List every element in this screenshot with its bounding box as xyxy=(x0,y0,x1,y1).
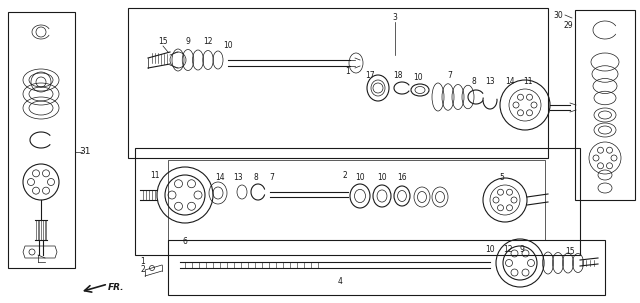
Text: 13: 13 xyxy=(233,174,243,182)
Text: 9: 9 xyxy=(186,38,191,46)
Text: 18: 18 xyxy=(393,72,403,81)
Text: 3: 3 xyxy=(392,14,397,22)
Text: 30: 30 xyxy=(553,11,563,19)
Text: 2: 2 xyxy=(342,171,348,179)
Text: 11: 11 xyxy=(150,171,160,179)
Text: 12: 12 xyxy=(204,38,212,46)
Text: 14: 14 xyxy=(215,174,225,182)
Text: 10: 10 xyxy=(355,174,365,182)
Text: 11: 11 xyxy=(524,78,532,86)
Text: 13: 13 xyxy=(485,78,495,86)
Text: 7: 7 xyxy=(447,72,452,81)
Text: 1: 1 xyxy=(346,68,350,76)
Text: 5: 5 xyxy=(500,174,504,182)
Text: 15: 15 xyxy=(158,38,168,46)
Text: 9: 9 xyxy=(520,245,524,255)
Text: 7: 7 xyxy=(269,174,275,182)
Text: 10: 10 xyxy=(413,74,423,82)
Polygon shape xyxy=(8,12,75,268)
Text: 10: 10 xyxy=(485,245,495,255)
Text: 8: 8 xyxy=(472,78,476,86)
Text: 2: 2 xyxy=(141,265,145,275)
Text: 1: 1 xyxy=(141,258,145,267)
Text: 16: 16 xyxy=(397,174,407,182)
Text: 4: 4 xyxy=(337,277,342,285)
Text: 6: 6 xyxy=(182,238,188,247)
Text: 14: 14 xyxy=(505,78,515,86)
Text: 10: 10 xyxy=(223,42,233,51)
Text: 10: 10 xyxy=(377,174,387,182)
Text: FR.: FR. xyxy=(108,284,125,292)
Text: 12: 12 xyxy=(503,245,513,255)
Text: 29: 29 xyxy=(563,21,573,29)
Text: 31: 31 xyxy=(79,148,91,157)
Text: 8: 8 xyxy=(253,174,259,182)
Text: 17: 17 xyxy=(365,72,375,81)
Text: 15: 15 xyxy=(565,248,575,257)
